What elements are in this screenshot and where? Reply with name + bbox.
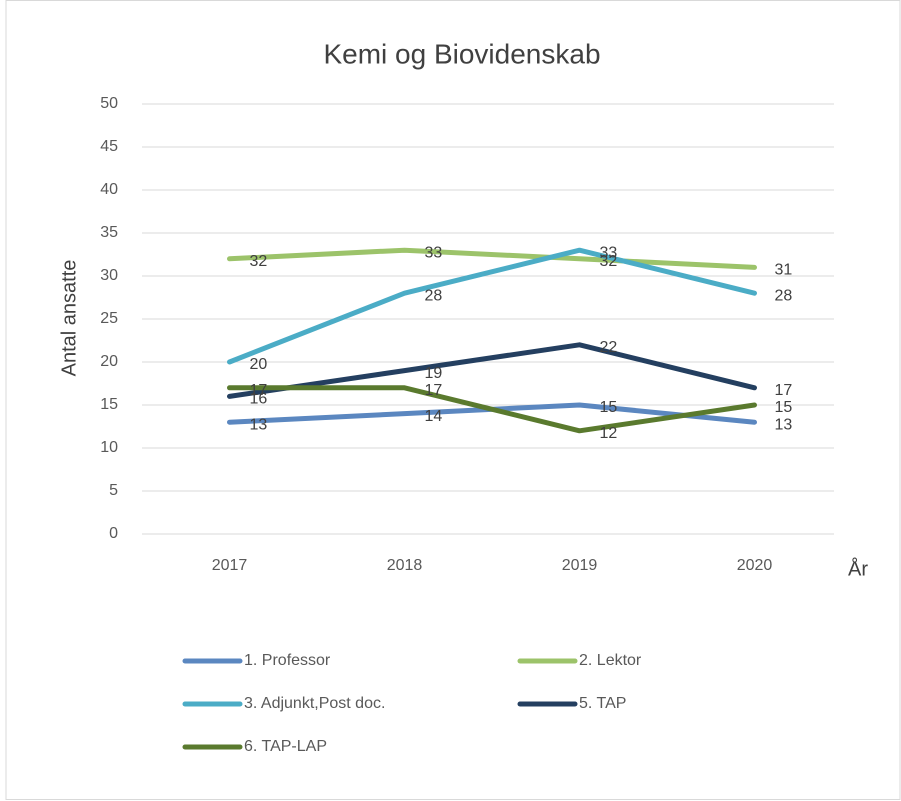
series-line: [227, 247, 757, 270]
data-label: 32: [250, 253, 268, 270]
series-line: [227, 247, 757, 365]
data-label: 20: [250, 356, 268, 373]
data-label: 32: [600, 253, 618, 270]
data-label: 33: [425, 244, 443, 261]
series-line: [227, 342, 757, 399]
data-label: 13: [250, 416, 268, 433]
y-tick-label: 40: [100, 181, 118, 198]
y-tick-label: 35: [100, 224, 118, 241]
data-label: 16: [250, 391, 268, 408]
x-tick-label: 2020: [737, 557, 773, 574]
data-label: 19: [425, 365, 443, 382]
x-tick-label: 2019: [562, 557, 598, 574]
data-label: 13: [775, 416, 793, 433]
y-tick-label: 10: [100, 439, 118, 456]
data-label: 31: [775, 262, 793, 279]
legend-label: 1. Professor: [244, 652, 331, 669]
data-label: 28: [425, 287, 443, 304]
data-label: 14: [425, 408, 443, 425]
chart-title: Kemi og Biovidenskab: [323, 38, 600, 69]
y-tick-label: 20: [100, 353, 118, 370]
legend-label: 3. Adjunkt,Post doc.: [244, 695, 385, 712]
data-label: 17: [250, 382, 268, 399]
data-label: 17: [775, 382, 793, 399]
y-tick-label: 25: [100, 310, 118, 327]
data-label: 28: [775, 287, 793, 304]
y-tick-label: 15: [100, 396, 118, 413]
data-label: 22: [600, 339, 618, 356]
data-label: 15: [600, 399, 618, 416]
x-axis-title: År: [848, 557, 868, 580]
y-tick-label: 30: [100, 267, 118, 284]
data-label: 15: [775, 399, 793, 416]
legend-label: 6. TAP-LAP: [244, 738, 327, 755]
y-tick-label: 5: [109, 482, 118, 499]
x-tick-label: 2018: [387, 557, 423, 574]
data-label: 33: [600, 244, 618, 261]
legend-label: 5. TAP: [579, 695, 626, 712]
y-axis-title: Antal ansatte: [58, 260, 80, 377]
data-label: 12: [600, 425, 618, 442]
data-label: 17: [425, 382, 443, 399]
y-tick-label: 45: [100, 138, 118, 155]
x-tick-label: 2017: [212, 557, 248, 574]
y-tick-label: 0: [109, 525, 118, 542]
legend-label: 2. Lektor: [579, 652, 642, 669]
y-tick-label: 50: [100, 95, 118, 112]
series-line: [227, 385, 757, 434]
